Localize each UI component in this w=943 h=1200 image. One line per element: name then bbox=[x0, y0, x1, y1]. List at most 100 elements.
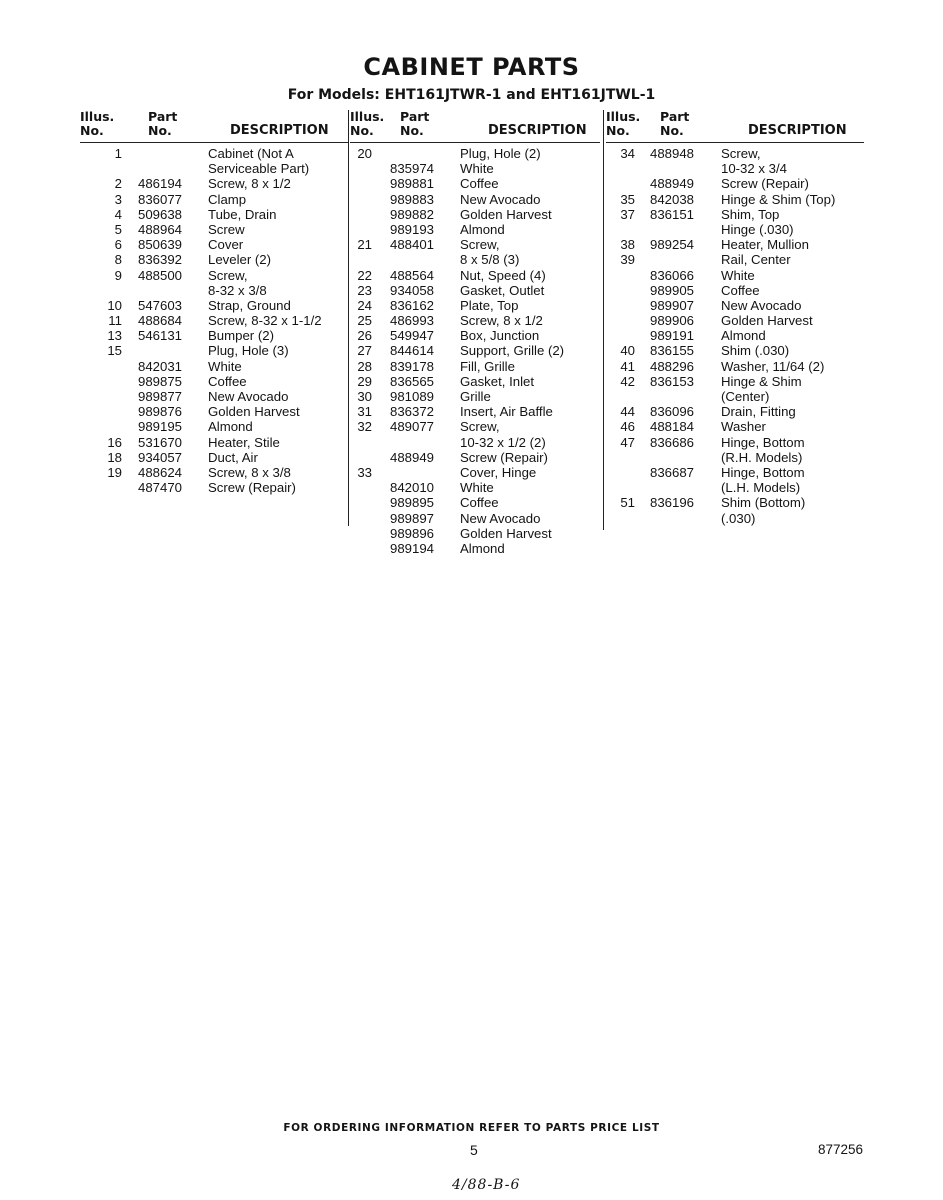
header-part-no: No. bbox=[660, 123, 684, 138]
table-row: 18 934057 Duct, Air bbox=[80, 450, 348, 465]
part-number: 989254 bbox=[650, 237, 695, 253]
part-description: Coffee bbox=[721, 282, 760, 298]
illus-number: 33 bbox=[357, 464, 372, 480]
table-row: 989194 Almond bbox=[350, 541, 600, 556]
part-number: 488964 bbox=[138, 221, 183, 237]
header-part: Part bbox=[400, 109, 430, 124]
part-description: Fill, Grille bbox=[460, 358, 515, 374]
ordering-note: FOR ORDERING INFORMATION REFER TO PARTS … bbox=[283, 1122, 660, 1134]
table-row: 23 934058 Gasket, Outlet bbox=[350, 283, 600, 298]
part-number: 488500 bbox=[138, 267, 183, 283]
part-number: 989907 bbox=[650, 297, 695, 313]
part-number: 836162 bbox=[390, 297, 435, 313]
part-number: 836153 bbox=[650, 373, 695, 389]
part-number: 989883 bbox=[390, 191, 435, 207]
part-number: 835974 bbox=[390, 161, 435, 177]
table-row: 488949 Screw (Repair) bbox=[606, 176, 864, 191]
part-number: 981089 bbox=[390, 389, 435, 404]
table-row: 35 842038 Hinge & Shim (Top) bbox=[606, 192, 864, 207]
catalog-number: 877256 bbox=[818, 1142, 864, 1157]
part-number: 488401 bbox=[390, 237, 435, 253]
part-number: 836066 bbox=[650, 267, 695, 283]
part-number: 488564 bbox=[390, 267, 435, 283]
table-row: 38 989254 Heater, Mullion bbox=[606, 237, 864, 252]
parts-rows: 34 488948 Screw, 10-32 x 3/4 488949 Screw (Re… bbox=[606, 146, 864, 526]
part-description: (L.H. Models) bbox=[721, 480, 801, 496]
header-description: DESCRIPTION bbox=[488, 123, 587, 138]
illus-number: 16 bbox=[107, 434, 122, 450]
part-description: White bbox=[460, 480, 494, 496]
part-number: 488949 bbox=[390, 449, 435, 465]
column-divider bbox=[603, 110, 604, 530]
table-row: 39 Rail, Center bbox=[606, 252, 864, 267]
part-description: Screw, 8 x 1/2 bbox=[460, 313, 543, 329]
part-description: Gasket, Outlet bbox=[460, 282, 545, 298]
header-illus: Illus. bbox=[80, 109, 115, 124]
part-number: 836372 bbox=[390, 404, 435, 420]
illus-number: 21 bbox=[357, 237, 372, 253]
header-part: Part bbox=[660, 109, 690, 124]
part-description: Hinge & Shim (Top) bbox=[721, 191, 836, 207]
illus-number: 8 bbox=[114, 252, 122, 268]
part-description: Heater, Mullion bbox=[721, 237, 809, 253]
illus-number: 44 bbox=[620, 404, 635, 420]
part-number: 989897 bbox=[390, 510, 435, 526]
part-description: Coffee bbox=[208, 373, 247, 389]
table-row: 989896 Golden Harvest bbox=[350, 526, 600, 541]
part-number: 850639 bbox=[138, 237, 183, 253]
illus-number: 37 bbox=[620, 206, 635, 222]
part-description: 8-32 x 3/8 bbox=[208, 282, 267, 298]
part-number: 839178 bbox=[390, 358, 435, 374]
part-number: 836151 bbox=[650, 206, 695, 222]
part-description: Hinge (.030) bbox=[721, 221, 794, 237]
part-number: 509638 bbox=[138, 206, 183, 222]
table-row: 22 488564 Nut, Speed (4) bbox=[350, 268, 600, 283]
table-row: 989897 New Avocado bbox=[350, 511, 600, 526]
header-part: Part bbox=[148, 109, 178, 124]
part-number: 489077 bbox=[390, 419, 435, 435]
part-description: Screw (Repair) bbox=[460, 449, 548, 465]
table-row: 11 488684 Screw, 8-32 x 1-1/2 bbox=[80, 313, 348, 328]
illus-number: 13 bbox=[107, 328, 122, 344]
part-number: 989905 bbox=[650, 282, 695, 298]
table-row: 4 509638 Tube, Drain bbox=[80, 207, 348, 222]
header-illus-no: No. bbox=[350, 123, 374, 138]
part-description: Hinge, Bottom bbox=[721, 464, 805, 480]
table-row: 10-32 x 1/2 (2) bbox=[350, 435, 600, 450]
part-number: 989895 bbox=[390, 495, 435, 511]
table-row: 3 836077 Clamp bbox=[80, 192, 348, 207]
part-number: 547603 bbox=[138, 297, 183, 313]
parts-column-1: Illus. No. Part No. DESCRIPTION 1 Cabinet (No… bbox=[80, 110, 348, 495]
part-number: 844614 bbox=[390, 343, 435, 359]
part-description: Strap, Ground bbox=[208, 297, 291, 313]
table-row: 2 486194 Screw, 8 x 1/2 bbox=[80, 176, 348, 191]
table-row: Hinge (.030) bbox=[606, 222, 864, 237]
part-description: New Avocado bbox=[721, 297, 802, 313]
part-description: Screw, 8 x 3/8 bbox=[208, 464, 291, 480]
illus-number: 9 bbox=[114, 267, 122, 283]
part-description: White bbox=[460, 161, 494, 177]
part-number: 488624 bbox=[138, 464, 183, 480]
part-description: Screw (Repair) bbox=[721, 176, 809, 192]
table-row: 33 Cover, Hinge bbox=[350, 465, 600, 480]
part-number: 836686 bbox=[650, 434, 695, 450]
table-row: 989875 Coffee bbox=[80, 374, 348, 389]
table-row: 842031 White bbox=[80, 359, 348, 374]
illus-number: 24 bbox=[357, 297, 372, 313]
illus-number: 39 bbox=[620, 252, 635, 268]
part-description: 8 x 5/8 (3) bbox=[460, 252, 520, 268]
part-description: Golden Harvest bbox=[208, 404, 300, 420]
part-number: 934058 bbox=[390, 282, 435, 298]
table-row: 32 489077 Screw, bbox=[350, 419, 600, 434]
part-description: Washer, 11/64 (2) bbox=[721, 358, 825, 374]
table-row: 989877 New Avocado bbox=[80, 389, 348, 404]
table-row: 26 549947 Box, Junction bbox=[350, 328, 600, 343]
illus-number: 30 bbox=[357, 389, 372, 404]
table-row: 989895 Coffee bbox=[350, 495, 600, 510]
illus-number: 18 bbox=[107, 449, 122, 465]
part-description: Shim (Bottom) bbox=[721, 495, 806, 511]
part-description: Cabinet (Not A bbox=[208, 146, 294, 161]
part-number: 486194 bbox=[138, 176, 183, 192]
illus-number: 20 bbox=[357, 146, 372, 161]
part-description: White bbox=[721, 267, 755, 283]
